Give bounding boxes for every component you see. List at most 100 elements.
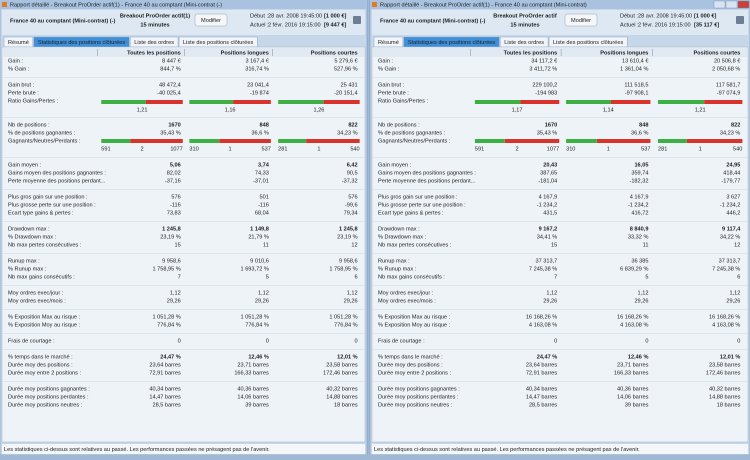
row-label: Moy ordres exec/mois : — [8, 298, 66, 304]
row-label: Moy ordres exec/jour : — [378, 290, 434, 296]
print-icon[interactable] — [353, 16, 361, 24]
row-label: Durée moy positions perdantes : — [378, 394, 459, 400]
instrument: France 40 au comptant (Mini-contrat) (-) — [380, 18, 485, 24]
row-value: 20,43 — [543, 162, 557, 168]
row-value: 37 313,7 — [719, 258, 741, 264]
row-value: 8 840,9 — [630, 226, 649, 232]
window-button[interactable] — [714, 1, 725, 8]
count-value: 1 — [699, 146, 702, 152]
row-value: -1 234,2 — [537, 202, 558, 208]
window-button[interactable] — [726, 1, 737, 8]
row-value: 24,95 — [726, 162, 740, 168]
row-label: Durée moy entre 2 positions : — [8, 370, 82, 376]
row-value: -116 — [170, 202, 181, 208]
row-label: Runup max : — [378, 258, 410, 264]
row-label: Drawdown max : — [378, 226, 420, 232]
row-value: 1 245,8 — [339, 226, 358, 232]
row-value: 34,23 % — [720, 130, 741, 136]
row-label: Plus gros gain sur une position : — [8, 194, 88, 200]
row-value: 23,58 barres — [709, 362, 741, 368]
row-label: Durée moy positions gagnantes : — [8, 386, 90, 392]
row-label: Gain brut : — [8, 82, 35, 88]
count-bar — [306, 139, 360, 143]
row-value: 848 — [260, 122, 269, 128]
column-header-label: Toutes les positions — [127, 50, 181, 56]
window-title: Rapport détaillé - Breakout ProOrder act… — [10, 2, 222, 8]
row-value: 501 — [260, 194, 269, 200]
tab-label: Résumé — [8, 40, 29, 46]
column-header-label: Positions courtes — [311, 50, 358, 56]
row-label: Ratio Gains/Pertes : — [8, 98, 59, 104]
row-value: 7 245,38 % — [529, 266, 557, 272]
window-button[interactable] — [738, 1, 749, 8]
current-date: 2 févr. 2016 19:15:00 — [638, 22, 691, 28]
row-value: 40,34 barres — [526, 386, 558, 392]
row-value: 15 — [551, 242, 557, 248]
footer-note: Les statistiques ci-dessus sont relative… — [374, 447, 640, 453]
gain-bar — [101, 100, 146, 104]
start-label: Début : — [250, 13, 268, 19]
row-value: 1 758,95 % — [152, 266, 180, 272]
row-value: 5 — [645, 274, 648, 280]
row-label: Frais de courtage : — [8, 338, 55, 344]
count-value: 1 — [607, 146, 610, 152]
gain-bar — [658, 100, 704, 104]
row-value: 23,64 barres — [526, 362, 558, 368]
row-value: -97 908,1 — [625, 90, 649, 96]
row-label: Nb max gains consécutifs : — [8, 274, 75, 280]
row-value: 5 — [266, 274, 269, 280]
row-label: Nb de positions : — [8, 122, 50, 128]
row-value: 9 117,4 — [722, 226, 741, 232]
count-value: 1 — [229, 146, 232, 152]
row-value: 37 313,7 — [535, 258, 557, 264]
count-bar — [219, 139, 271, 143]
tab-label: Liste des ordres — [504, 40, 544, 46]
footer-note: Les statistiques ci-dessus sont relative… — [4, 447, 270, 453]
row-value: 387,65 — [540, 170, 557, 176]
row-value: 4 163,08 % — [712, 322, 740, 328]
row-value: 36 385 — [631, 258, 648, 264]
row-value: 12 — [734, 242, 740, 248]
row-value: 3 627 — [726, 194, 740, 200]
row-value: 776,84 % — [245, 322, 269, 328]
count-bar — [189, 139, 219, 143]
row-value: -37,32 — [342, 178, 358, 184]
row-value: 29,26 — [634, 298, 648, 304]
count-bar — [130, 139, 183, 143]
row-value: 23 041,4 — [247, 82, 269, 88]
row-label: Plus grosse perte sur une position : — [378, 202, 466, 208]
row-value: 14,06 barres — [617, 394, 649, 400]
row-label: % Runup max : — [8, 266, 47, 272]
window-icon — [2, 2, 7, 7]
count-value: 2 — [515, 146, 518, 152]
row-value: 172,46 barres — [706, 370, 741, 376]
row-value: 34,41 % — [537, 234, 558, 240]
tab-label: Liste des positions clôturées — [183, 40, 253, 46]
row-value: 40,36 barres — [617, 386, 649, 392]
row-value: 34,23 % — [337, 130, 358, 136]
row-value: 111 518,5 — [624, 82, 648, 88]
row-value: 7 — [554, 274, 557, 280]
count-value: 1077 — [170, 146, 182, 152]
row-value: 16 168,26 % — [709, 314, 740, 320]
instrument: France 40 au comptant (Mini-contrat) (-) — [10, 18, 115, 24]
row-value: 23,64 barres — [149, 362, 181, 368]
row-value: -181,04 — [538, 178, 557, 184]
print-icon[interactable] — [736, 16, 744, 24]
row-value: 844,7 % — [160, 66, 181, 72]
row-value: 28,5 barres — [152, 402, 180, 408]
row-value: 776,84 % — [334, 322, 358, 328]
row-value: 1 051,28 % — [329, 314, 357, 320]
row-value: 16 168,26 % — [526, 314, 557, 320]
row-label: Gains moyen des positions gagnantes : — [8, 170, 106, 176]
row-value: 822 — [348, 122, 357, 128]
count-value: 310 — [566, 146, 575, 152]
row-label: % Exposition Moy au risque : — [378, 322, 451, 328]
row-value: 72,91 barres — [149, 370, 181, 376]
row-value: 90,5 — [347, 170, 358, 176]
row-value: 68,04 — [255, 210, 269, 216]
row-value: 29,26 — [255, 298, 269, 304]
row-value: 13 610,4 € — [622, 58, 649, 64]
row-label: Gain moyen : — [378, 162, 412, 168]
row-value: 15 — [175, 242, 181, 248]
